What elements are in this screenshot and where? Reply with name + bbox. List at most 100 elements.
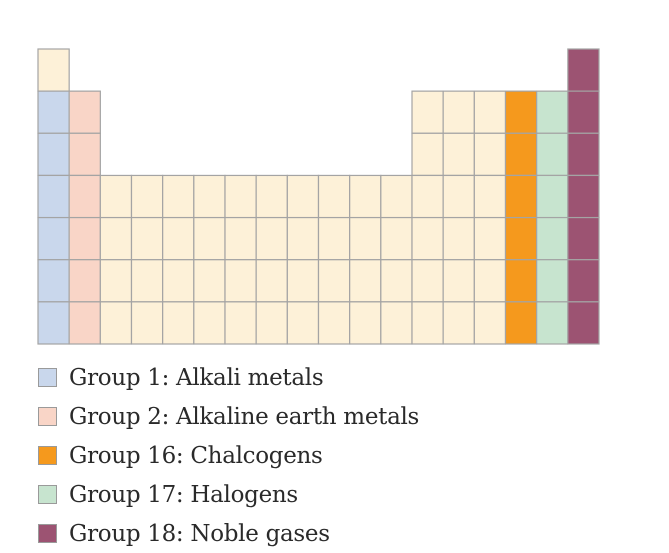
element-cell-period-5-group-16 <box>504 216 538 261</box>
element-cell-period-7-group-10 <box>317 301 351 345</box>
element-cell-period-5-group-7 <box>224 216 257 261</box>
legend-item-group-2: Group 2: Alkaline earth metals <box>38 397 419 436</box>
legend-label-group-16: Group 16: Chalcogens <box>69 442 323 469</box>
element-cell-period-6-group-8 <box>255 259 288 303</box>
element-cell-period-3-group-1 <box>37 132 70 177</box>
element-cell-period-4-group-13 <box>411 174 444 219</box>
element-cell-period-4-group-14 <box>442 174 475 219</box>
element-cell-period-5-group-11 <box>349 216 382 261</box>
element-cell-period-3-group-15 <box>473 132 507 177</box>
element-cell-period-5-group-8 <box>255 216 288 261</box>
element-cell-period-4-group-9 <box>286 174 320 219</box>
element-cell-period-2-group-16 <box>504 90 538 134</box>
element-cell-period-3-group-16 <box>504 132 538 177</box>
element-cell-period-4-group-1 <box>37 174 70 219</box>
legend-swatch-group-17 <box>38 485 57 504</box>
element-cell-period-7-group-8 <box>255 301 288 345</box>
legend-label-group-17: Group 17: Halogens <box>69 481 298 508</box>
legend-swatch-group-16 <box>38 446 57 465</box>
element-cell-period-7-group-17 <box>536 301 569 345</box>
element-cell-period-4-group-16 <box>504 174 538 219</box>
legend-swatch-group-1 <box>38 368 57 387</box>
legend-swatch-group-2 <box>38 407 57 426</box>
element-cell-period-6-group-10 <box>317 259 351 303</box>
element-cell-period-5-group-6 <box>193 216 226 261</box>
legend-item-group-16: Group 16: Chalcogens <box>38 436 419 475</box>
element-cell-period-2-group-1 <box>37 90 70 134</box>
element-cell-period-4-group-10 <box>317 174 351 219</box>
element-cell-period-4-group-15 <box>473 174 507 219</box>
element-cell-period-6-group-5 <box>162 259 195 303</box>
element-cell-period-3-group-17 <box>536 132 569 177</box>
element-cell-period-6-group-15 <box>473 259 507 303</box>
element-cell-period-6-group-2 <box>68 259 101 303</box>
element-cell-period-7-group-9 <box>286 301 320 345</box>
element-cell-period-4-group-3 <box>99 174 133 219</box>
element-cell-period-5-group-2 <box>68 216 101 261</box>
element-cell-period-4-group-2 <box>68 174 101 219</box>
element-cell-period-5-group-14 <box>442 216 475 261</box>
element-cell-period-5-group-1 <box>37 216 70 261</box>
element-cell-period-6-group-14 <box>442 259 475 303</box>
element-cell-period-6-group-6 <box>193 259 226 303</box>
element-cell-period-3-group-14 <box>442 132 475 177</box>
element-cell-period-4-group-17 <box>536 174 569 219</box>
element-cell-period-2-group-15 <box>473 90 507 134</box>
element-cell-period-6-group-3 <box>99 259 133 303</box>
element-cell-period-7-group-3 <box>99 301 133 345</box>
element-cell-period-7-group-4 <box>130 301 164 345</box>
element-cell-period-7-group-13 <box>411 301 444 345</box>
element-cell-period-7-group-5 <box>162 301 195 345</box>
element-cell-period-6-group-16 <box>504 259 538 303</box>
legend-item-group-18: Group 18: Noble gases <box>38 514 419 553</box>
element-cell-period-7-group-14 <box>442 301 475 345</box>
element-cell-period-1-group-1 <box>37 48 70 92</box>
element-cell-period-6-group-1 <box>37 259 70 303</box>
element-cell-period-6-group-13 <box>411 259 444 303</box>
element-cell-period-4-group-12 <box>380 174 413 219</box>
element-cell-period-5-group-12 <box>380 216 413 261</box>
element-cell-period-2-group-18 <box>567 90 600 134</box>
legend-label-group-2: Group 2: Alkaline earth metals <box>69 403 420 430</box>
element-cell-period-6-group-12 <box>380 259 413 303</box>
element-cell-period-4-group-5 <box>162 174 195 219</box>
element-cell-period-7-group-12 <box>380 301 413 345</box>
element-cell-period-6-group-9 <box>286 259 320 303</box>
element-cell-period-7-group-18 <box>567 301 600 345</box>
element-cell-period-5-group-9 <box>286 216 320 261</box>
legend-label-group-18: Group 18: Noble gases <box>69 520 330 547</box>
element-cell-period-5-group-3 <box>99 216 133 261</box>
element-cell-period-2-group-2 <box>68 90 101 134</box>
legend-item-group-17: Group 17: Halogens <box>38 475 419 514</box>
element-cell-period-4-group-6 <box>193 174 226 219</box>
element-cell-period-7-group-1 <box>37 301 70 345</box>
legend-swatch-group-18 <box>38 524 57 543</box>
element-cell-period-7-group-16 <box>504 301 538 345</box>
element-cell-period-4-group-8 <box>255 174 288 219</box>
element-cell-period-4-group-11 <box>349 174 382 219</box>
element-cell-period-7-group-15 <box>473 301 507 345</box>
legend-label-group-1: Group 1: Alkali metals <box>69 364 324 391</box>
element-cell-period-5-group-15 <box>473 216 507 261</box>
element-cell-period-5-group-18 <box>567 216 600 261</box>
element-cell-period-2-group-17 <box>536 90 569 134</box>
element-cell-period-4-group-4 <box>130 174 164 219</box>
element-cell-period-7-group-6 <box>193 301 226 345</box>
element-cell-period-6-group-18 <box>567 259 600 303</box>
element-cell-period-7-group-11 <box>349 301 382 345</box>
element-cell-period-1-group-18 <box>567 48 600 92</box>
legend-item-group-1: Group 1: Alkali metals <box>38 358 419 397</box>
element-cell-period-3-group-2 <box>68 132 101 177</box>
element-cell-period-2-group-14 <box>442 90 475 134</box>
element-cell-period-6-group-11 <box>349 259 382 303</box>
element-cell-period-5-group-13 <box>411 216 444 261</box>
element-cell-period-3-group-18 <box>567 132 600 177</box>
element-cell-period-3-group-13 <box>411 132 444 177</box>
element-cell-period-5-group-10 <box>317 216 351 261</box>
element-cell-period-6-group-4 <box>130 259 164 303</box>
element-cell-period-5-group-4 <box>130 216 164 261</box>
element-cell-period-5-group-17 <box>536 216 569 261</box>
periodic-table-grid <box>37 48 600 345</box>
element-cell-period-2-group-13 <box>411 90 444 134</box>
element-cell-period-7-group-2 <box>68 301 101 345</box>
